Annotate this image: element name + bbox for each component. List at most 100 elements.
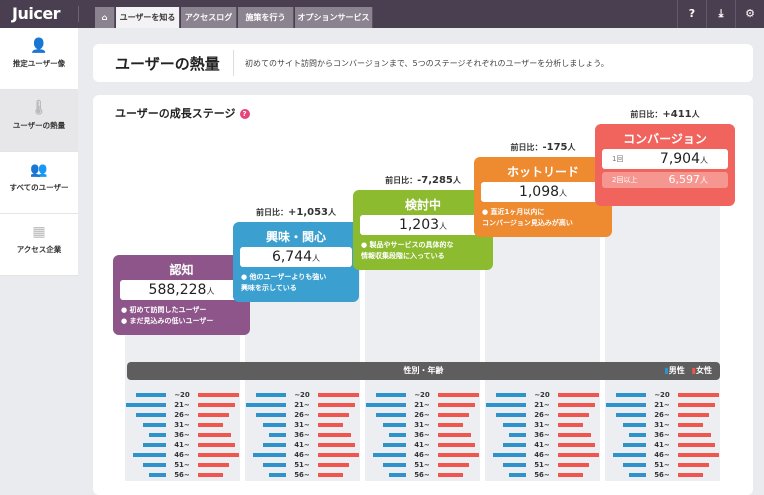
age-label: 56~: [174, 471, 190, 479]
age-label: 21~: [294, 401, 310, 409]
age-label: 46~: [414, 451, 430, 459]
female-bar: [318, 393, 359, 397]
page-title: ユーザーの熱量: [115, 55, 220, 73]
age-label: 41~: [294, 441, 310, 449]
female-bar: [318, 443, 355, 447]
age-label: 51~: [174, 461, 190, 469]
female-bar: [318, 423, 343, 427]
stage-card-conversion[interactable]: コンバージョン 1回 7,904人 2回以上 6,597人: [595, 124, 735, 206]
stage-count: 588,228人: [120, 280, 243, 300]
sidebar-item-heat[interactable]: 🌡 ユーザーの熱量: [0, 90, 78, 152]
stage-card-consideration[interactable]: 検討中 1,203人 ● 製品やサービスの具体的な 情報収集段階に入っている: [353, 190, 493, 270]
stage-column: [365, 230, 480, 481]
male-bar: [508, 433, 526, 437]
once-value: 7,904人: [659, 151, 708, 167]
female-bar: [678, 473, 703, 477]
male-bar: [136, 413, 166, 417]
user-icon: 👤: [30, 38, 48, 54]
users-icon: 👥: [30, 162, 48, 178]
female-bar: [198, 443, 235, 447]
age-label: 41~: [174, 441, 190, 449]
note-line: ● 初めて訪問したユーザー: [121, 306, 207, 314]
sidebar-item-persona[interactable]: 👤 推定ユーザー像: [0, 28, 78, 90]
once-label: 1回: [612, 155, 624, 163]
male-bar: [606, 403, 646, 407]
age-label: ~20: [294, 391, 310, 399]
multi-label: 2回以上: [612, 176, 638, 184]
male-bar: [142, 443, 166, 447]
building-icon: ▦: [32, 224, 46, 240]
stage-name: 認知: [169, 263, 194, 277]
age-label: ~20: [654, 391, 670, 399]
stage-description: ● 直近1ヶ月以内に コンバージョン見込みが高い: [482, 207, 612, 229]
home-icon[interactable]: ⌂: [95, 7, 115, 28]
male-bar: [256, 393, 286, 397]
stage-count: 6,744人: [240, 247, 352, 267]
female-bar: [318, 403, 355, 407]
tab-measures[interactable]: 施策を行う: [238, 7, 294, 28]
stage-name: ホットリード: [506, 165, 579, 179]
stage-card-interest[interactable]: 興味・関心 6,744人 ● 他のユーザーよりも強い 興味を示している: [233, 222, 359, 302]
diff-label: 前日比：: [510, 143, 543, 152]
unit: 人: [206, 287, 215, 296]
stage-name: 興味・関心: [265, 230, 326, 244]
tab-know-users[interactable]: ユーザーを知る: [116, 7, 180, 28]
stage-name: コンバージョン: [623, 132, 707, 146]
stage-description: ● 初めて訪問したユーザー ● まだ見込みの低いユーザー: [121, 305, 250, 327]
sidebar-item-label: ユーザーの熱量: [12, 121, 66, 130]
female-bar: [678, 453, 719, 457]
male-bar: [502, 443, 526, 447]
diff-label: 前日比：: [630, 110, 663, 119]
stage-count: 1,203人: [360, 215, 486, 235]
demographics-title: 性別・年齢: [403, 366, 444, 375]
unit: 人: [700, 156, 708, 165]
female-bar: [438, 453, 479, 457]
male-bar: [628, 473, 646, 477]
female-bar: [678, 433, 711, 437]
section-title-text: ユーザーの成長ステージ: [115, 107, 236, 120]
male-bar: [382, 463, 406, 467]
tab-access-log[interactable]: アクセスログ: [181, 7, 237, 28]
male-bar: [616, 413, 646, 417]
male-bar: [148, 433, 166, 437]
female-bar: [438, 433, 471, 437]
tab-option-services[interactable]: オプションサービス: [295, 7, 373, 28]
female-bar: [438, 403, 475, 407]
male-bar: [502, 423, 526, 427]
diff-value: -7,285: [417, 175, 453, 186]
male-bar: [366, 403, 406, 407]
age-label: 21~: [654, 401, 670, 409]
female-bar: [438, 413, 470, 417]
age-label: 36~: [534, 431, 550, 439]
sidebar-item-companies[interactable]: ▦ アクセス企業: [0, 214, 78, 276]
male-bar: [142, 423, 166, 427]
male-bar: [502, 463, 526, 467]
male-icon: ▮: [664, 366, 669, 375]
multi-value: 6,597人: [668, 173, 709, 186]
diff-label: 前日比：: [385, 176, 418, 185]
age-label: 51~: [534, 461, 550, 469]
page-header: ユーザーの熱量 初めてのサイト訪問からコンバージョンまで、5つのステージそれぞれ…: [93, 44, 753, 82]
gear-icon[interactable]: ⚙: [735, 0, 764, 28]
help-icon[interactable]: ?: [239, 109, 250, 119]
female-bar: [198, 393, 239, 397]
female-bar: [558, 433, 591, 437]
age-label: 56~: [294, 471, 310, 479]
help-icon[interactable]: ?: [677, 0, 706, 28]
male-bar: [132, 453, 166, 457]
unit: 人: [700, 176, 708, 185]
legend-male: 男性: [668, 366, 685, 375]
logo[interactable]: Juicer: [12, 4, 61, 23]
age-label: 51~: [294, 461, 310, 469]
sidebar-item-all-users[interactable]: 👥 すべてのユーザー: [0, 152, 78, 214]
male-bar: [508, 473, 526, 477]
download-icon[interactable]: ⤓: [706, 0, 735, 28]
age-label: 41~: [654, 441, 670, 449]
note-line: ● 直近1ヶ月以内に: [482, 208, 545, 216]
stage-card-awareness[interactable]: 認知 588,228人 ● 初めて訪問したユーザー ● まだ見込みの低いユーザー: [113, 255, 250, 335]
stage-card-hot-lead[interactable]: ホットリード 1,098人 ● 直近1ヶ月以内に コンバージョン見込みが高い: [474, 157, 612, 237]
male-bar: [372, 453, 406, 457]
male-bar: [256, 413, 286, 417]
age-label: ~20: [534, 391, 550, 399]
female-bar: [198, 423, 223, 427]
